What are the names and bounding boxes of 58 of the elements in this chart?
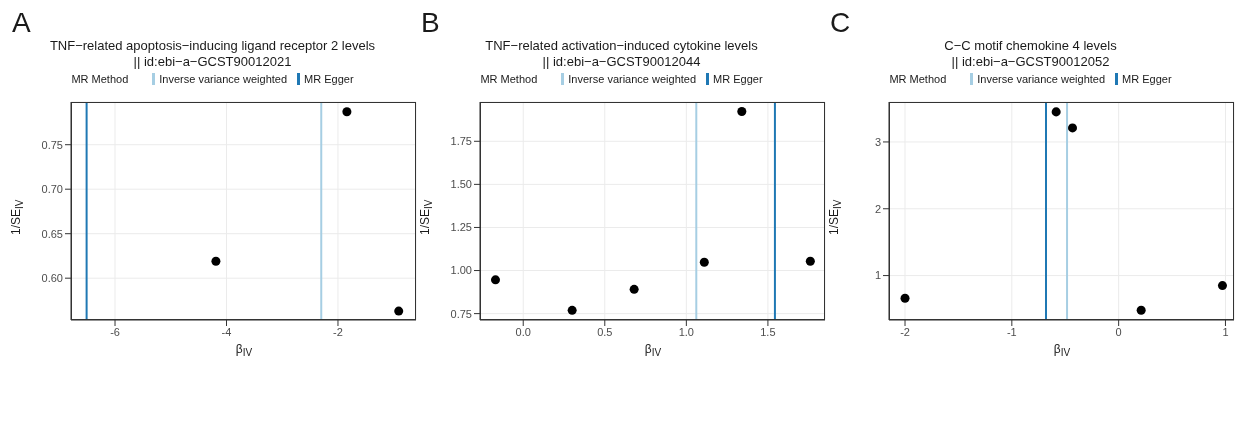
y-tick-label: 0.65 — [41, 227, 63, 240]
legend-label: Inverse variance weighted — [159, 73, 288, 85]
x-tick-label: -4 — [221, 325, 232, 338]
y-tick-label: 3 — [874, 135, 881, 148]
legend-label: MR Egger — [1122, 73, 1172, 85]
point — [737, 106, 747, 116]
text: C — [830, 7, 851, 38]
legend-label: MR Egger — [713, 73, 763, 85]
x-tick-label: 1.5 — [760, 325, 776, 338]
y-tick-label: 0.60 — [41, 272, 63, 285]
legend-label: Inverse variance weighted — [568, 73, 697, 85]
x-tick-label: 1.0 — [678, 325, 694, 338]
y-tick-label: 1.50 — [450, 178, 472, 191]
x-tick-label: 0 — [1115, 325, 1122, 338]
text: B — [421, 7, 440, 38]
x-tick-label: -2 — [333, 325, 343, 338]
point — [629, 284, 639, 294]
chart-title: TNF−related apoptosis−inducing ligand receptor 2 levels — [48, 38, 377, 54]
chart-title: C−C motif chemokine 4 levels — [943, 38, 1118, 54]
y-tick-label: 1.75 — [450, 135, 472, 148]
point — [1067, 123, 1078, 133]
x-axis-title: β$_{IV}$ — [1052, 342, 1072, 359]
point — [1051, 107, 1061, 117]
y-tick-label: 1.00 — [450, 264, 472, 277]
point — [490, 275, 501, 285]
point — [211, 256, 221, 266]
legend-label: MR Egger — [304, 73, 354, 85]
x-tick-label: 0.0 — [515, 325, 531, 338]
chart-subtitle: || id:ebi−a−GCST90012044 — [541, 54, 702, 70]
legend-title: MR Method — [71, 73, 129, 85]
x-tick-label: 1 — [1222, 325, 1229, 338]
y-tick-label: 0.75 — [41, 138, 63, 151]
point — [394, 306, 404, 316]
point — [699, 257, 709, 267]
point — [1136, 305, 1146, 315]
chart-subtitle: || id:ebi−a−GCST90012052 — [950, 54, 1111, 70]
point — [342, 107, 352, 117]
x-axis-title: β$_{IV}$ — [643, 342, 663, 359]
chart-subtitle: || id:ebi−a−GCST90012021 — [132, 54, 293, 70]
legend-title: MR Method — [480, 73, 538, 85]
point — [805, 256, 815, 266]
text: A — [12, 7, 31, 38]
x-tick-label: 0.5 — [597, 325, 613, 338]
point — [900, 293, 910, 303]
y-tick-label: 0.75 — [450, 307, 472, 320]
legend-label: Inverse variance weighted — [977, 73, 1106, 85]
x-tick-label: -2 — [900, 325, 910, 338]
y-tick-label: 0.70 — [41, 183, 63, 196]
point — [567, 305, 577, 315]
y-tick-label: 1 — [874, 269, 881, 282]
x-tick-label: -6 — [110, 325, 120, 338]
legend-title: MR Method — [889, 73, 947, 85]
y-tick-label: 1.25 — [450, 221, 472, 234]
y-tick-label: 2 — [874, 202, 881, 215]
chart-title: TNF−related activation−induced cytokine levels — [484, 38, 759, 54]
x-tick-label: -1 — [1006, 325, 1017, 338]
point — [1217, 281, 1227, 291]
x-axis-title: β$_{IV}$ — [234, 342, 254, 359]
